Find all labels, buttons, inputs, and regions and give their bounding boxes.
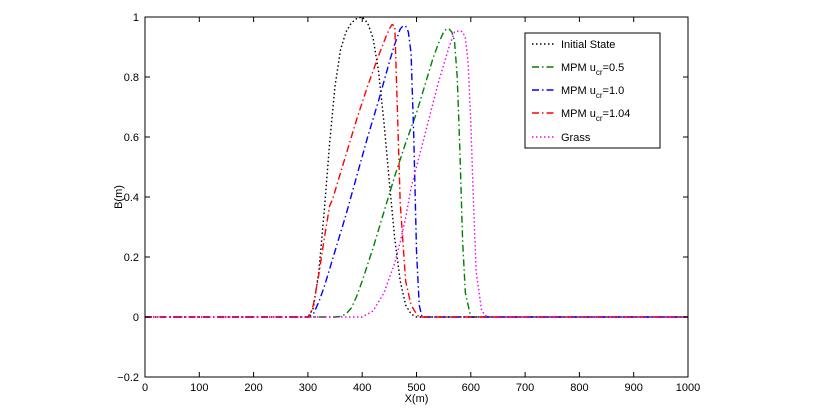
legend: Initial State MPM ucr=0.5 MPM ucr=1.0 MPM u… [524, 32, 661, 149]
y-tick-label: 0 [133, 312, 139, 324]
series-line-1 [145, 28, 688, 318]
legend-label-4: Grass [561, 132, 591, 144]
series-line-4 [145, 29, 688, 318]
x-axis-label: X(m) [405, 393, 429, 405]
legend-label-3: MPM ucr=1.04 [561, 108, 630, 123]
x-tick-label: 600 [462, 382, 480, 394]
y-tick-label: 1 [133, 12, 139, 24]
y-tick-label: 0.4 [124, 192, 139, 204]
legend-label-0: Initial State [561, 39, 615, 51]
ticks-layer: 0 100 200 300 400 500 600 700 800 900 1000−0.200.2… [117, 12, 700, 394]
x-tick-label: 800 [570, 382, 588, 394]
x-tick-label: 0 [142, 382, 148, 394]
y-tick-label: 0.8 [124, 72, 139, 84]
x-tick-label: 200 [244, 382, 262, 394]
legend-label-2: MPM ucr=1.0 [561, 85, 624, 100]
y-tick-label: 0.2 [124, 252, 139, 264]
x-tick-label: 300 [299, 382, 317, 394]
x-tick-label: 500 [407, 382, 425, 394]
legend-label-1: MPM ucr=0.5 [561, 62, 624, 77]
y-axis-label: B(m) [113, 185, 125, 209]
x-tick-label: 400 [353, 382, 371, 394]
x-tick-label: 700 [516, 382, 534, 394]
x-tick-label: 100 [190, 382, 208, 394]
y-tick-label: −0.2 [117, 372, 139, 384]
x-tick-label: 900 [625, 382, 643, 394]
y-tick-label: 0.6 [124, 132, 139, 144]
x-tick-label: 1000 [676, 382, 700, 394]
series-layer [145, 17, 688, 318]
series-line-3 [145, 23, 688, 318]
